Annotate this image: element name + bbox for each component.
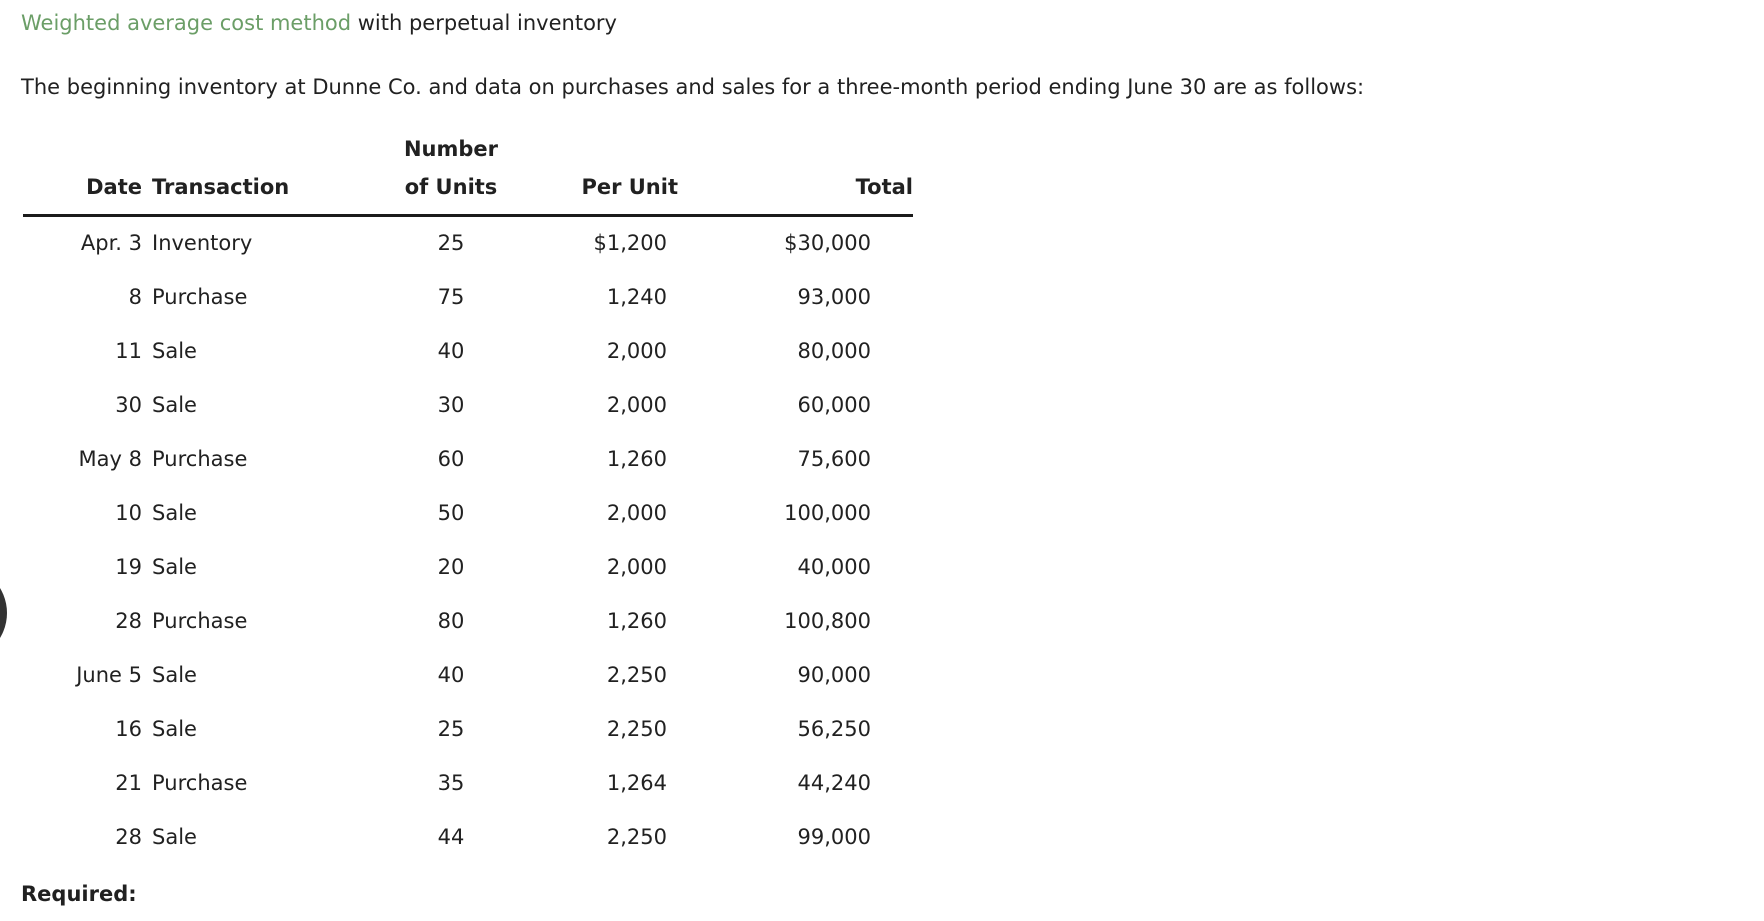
- table-row: May 8 Purchase 60 1,260 75,600: [23, 432, 913, 486]
- units-cell: 35: [437, 770, 465, 795]
- column-header-transaction: Transaction: [142, 130, 330, 217]
- units-cell: 50: [437, 500, 465, 525]
- per-unit-cell: 1,264: [606, 770, 667, 795]
- total-cell: 90,000: [797, 662, 871, 687]
- units-header-line2: of Units: [404, 175, 498, 199]
- transaction-cell: Sale: [152, 662, 197, 687]
- transaction-cell: Purchase: [152, 284, 248, 309]
- date-cell: 28: [115, 824, 142, 849]
- total-cell: 100,800: [784, 608, 871, 633]
- total-cell: 44,240: [797, 770, 871, 795]
- column-header-total: Total: [678, 130, 913, 217]
- per-unit-cell: 2,000: [606, 392, 667, 417]
- transaction-cell: Purchase: [152, 446, 248, 471]
- required-label: Required:: [21, 881, 137, 906]
- edge-circle-decoration: [0, 565, 7, 661]
- column-header-units: Number of Units: [330, 130, 572, 217]
- per-unit-cell: 1,260: [606, 608, 667, 633]
- units-cell: 80: [437, 608, 465, 633]
- total-cell: $30,000: [784, 231, 871, 256]
- table-body: Apr. 3 Inventory 25 $1,200 $30,000 8 Purchase 7…: [23, 216, 913, 864]
- table-row: 30 Sale 30 2,000 60,000: [23, 378, 913, 432]
- date-cell: 11: [115, 338, 142, 363]
- transaction-cell: Sale: [152, 392, 197, 417]
- transaction-cell: Sale: [152, 824, 197, 849]
- total-cell: 80,000: [797, 338, 871, 363]
- units-cell: 25: [437, 231, 465, 256]
- total-cell: 56,250: [797, 716, 871, 741]
- column-header-per-unit: Per Unit: [572, 130, 678, 217]
- table-row: June 5 Sale 40 2,250 90,000: [23, 648, 913, 702]
- table-row: 10 Sale 50 2,000 100,000: [23, 486, 913, 540]
- date-cell: June 5: [76, 662, 142, 687]
- table-row: 28 Purchase 80 1,260 100,800: [23, 594, 913, 648]
- per-unit-cell: 2,000: [606, 554, 667, 579]
- per-unit-cell: 1,260: [606, 446, 667, 471]
- units-cell: 30: [437, 392, 465, 417]
- table-row: 11 Sale 40 2,000 80,000: [23, 324, 913, 378]
- transaction-cell: Purchase: [152, 608, 248, 633]
- per-unit-cell: 2,250: [606, 662, 667, 687]
- total-cell: 75,600: [797, 446, 871, 471]
- units-cell: 44: [437, 824, 465, 849]
- per-unit-cell: 2,250: [606, 716, 667, 741]
- units-cell: 40: [437, 662, 465, 687]
- per-unit-cell: 2,250: [606, 824, 667, 849]
- transaction-cell: Purchase: [152, 770, 248, 795]
- per-unit-cell: 2,000: [606, 500, 667, 525]
- transaction-cell: Sale: [152, 338, 197, 363]
- inventory-table: Date Transaction Number of Units Per Unit…: [23, 130, 913, 864]
- per-unit-cell: 1,240: [606, 284, 667, 309]
- date-cell: 8: [128, 284, 142, 309]
- date-cell: May 8: [78, 446, 142, 471]
- date-cell: Apr. 3: [80, 231, 142, 256]
- date-cell: 21: [115, 770, 142, 795]
- total-cell: 99,000: [797, 824, 871, 849]
- page-title-rest: with perpetual inventory: [351, 11, 617, 35]
- date-cell: 30: [115, 392, 142, 417]
- intro-text: The beginning inventory at Dunne Co. and…: [21, 75, 1365, 99]
- units-cell: 75: [437, 284, 465, 309]
- date-cell: 28: [115, 608, 142, 633]
- transaction-cell: Sale: [152, 500, 197, 525]
- date-cell: 10: [115, 500, 142, 525]
- table-row: 19 Sale 20 2,000 40,000: [23, 540, 913, 594]
- page-title: Weighted average cost method with perpet…: [21, 13, 1764, 34]
- transaction-cell: Inventory: [152, 231, 253, 256]
- units-cell: 60: [437, 446, 465, 471]
- units-header-line1: Number: [403, 137, 499, 161]
- page-title-highlight: Weighted average cost method: [21, 11, 352, 35]
- total-cell: 100,000: [784, 500, 871, 525]
- table-row: 28 Sale 44 2,250 99,000: [23, 810, 913, 864]
- table-row: 8 Purchase 75 1,240 93,000: [23, 270, 913, 324]
- table-row: 21 Purchase 35 1,264 44,240: [23, 756, 913, 810]
- table-row: Apr. 3 Inventory 25 $1,200 $30,000: [23, 216, 913, 270]
- date-cell: 16: [115, 716, 142, 741]
- transaction-cell: Sale: [152, 554, 197, 579]
- per-unit-cell: $1,200: [593, 231, 667, 256]
- date-cell: 19: [115, 554, 142, 579]
- units-cell: 40: [437, 338, 465, 363]
- total-cell: 60,000: [797, 392, 871, 417]
- total-cell: 40,000: [797, 554, 871, 579]
- table-row: 16 Sale 25 2,250 56,250: [23, 702, 913, 756]
- total-cell: 93,000: [797, 284, 871, 309]
- per-unit-cell: 2,000: [606, 338, 667, 363]
- table-header-row: Date Transaction Number of Units Per Unit…: [23, 130, 913, 217]
- units-cell: 20: [437, 554, 465, 579]
- column-header-date: Date: [23, 130, 142, 217]
- transaction-cell: Sale: [152, 716, 197, 741]
- units-cell: 25: [437, 716, 465, 741]
